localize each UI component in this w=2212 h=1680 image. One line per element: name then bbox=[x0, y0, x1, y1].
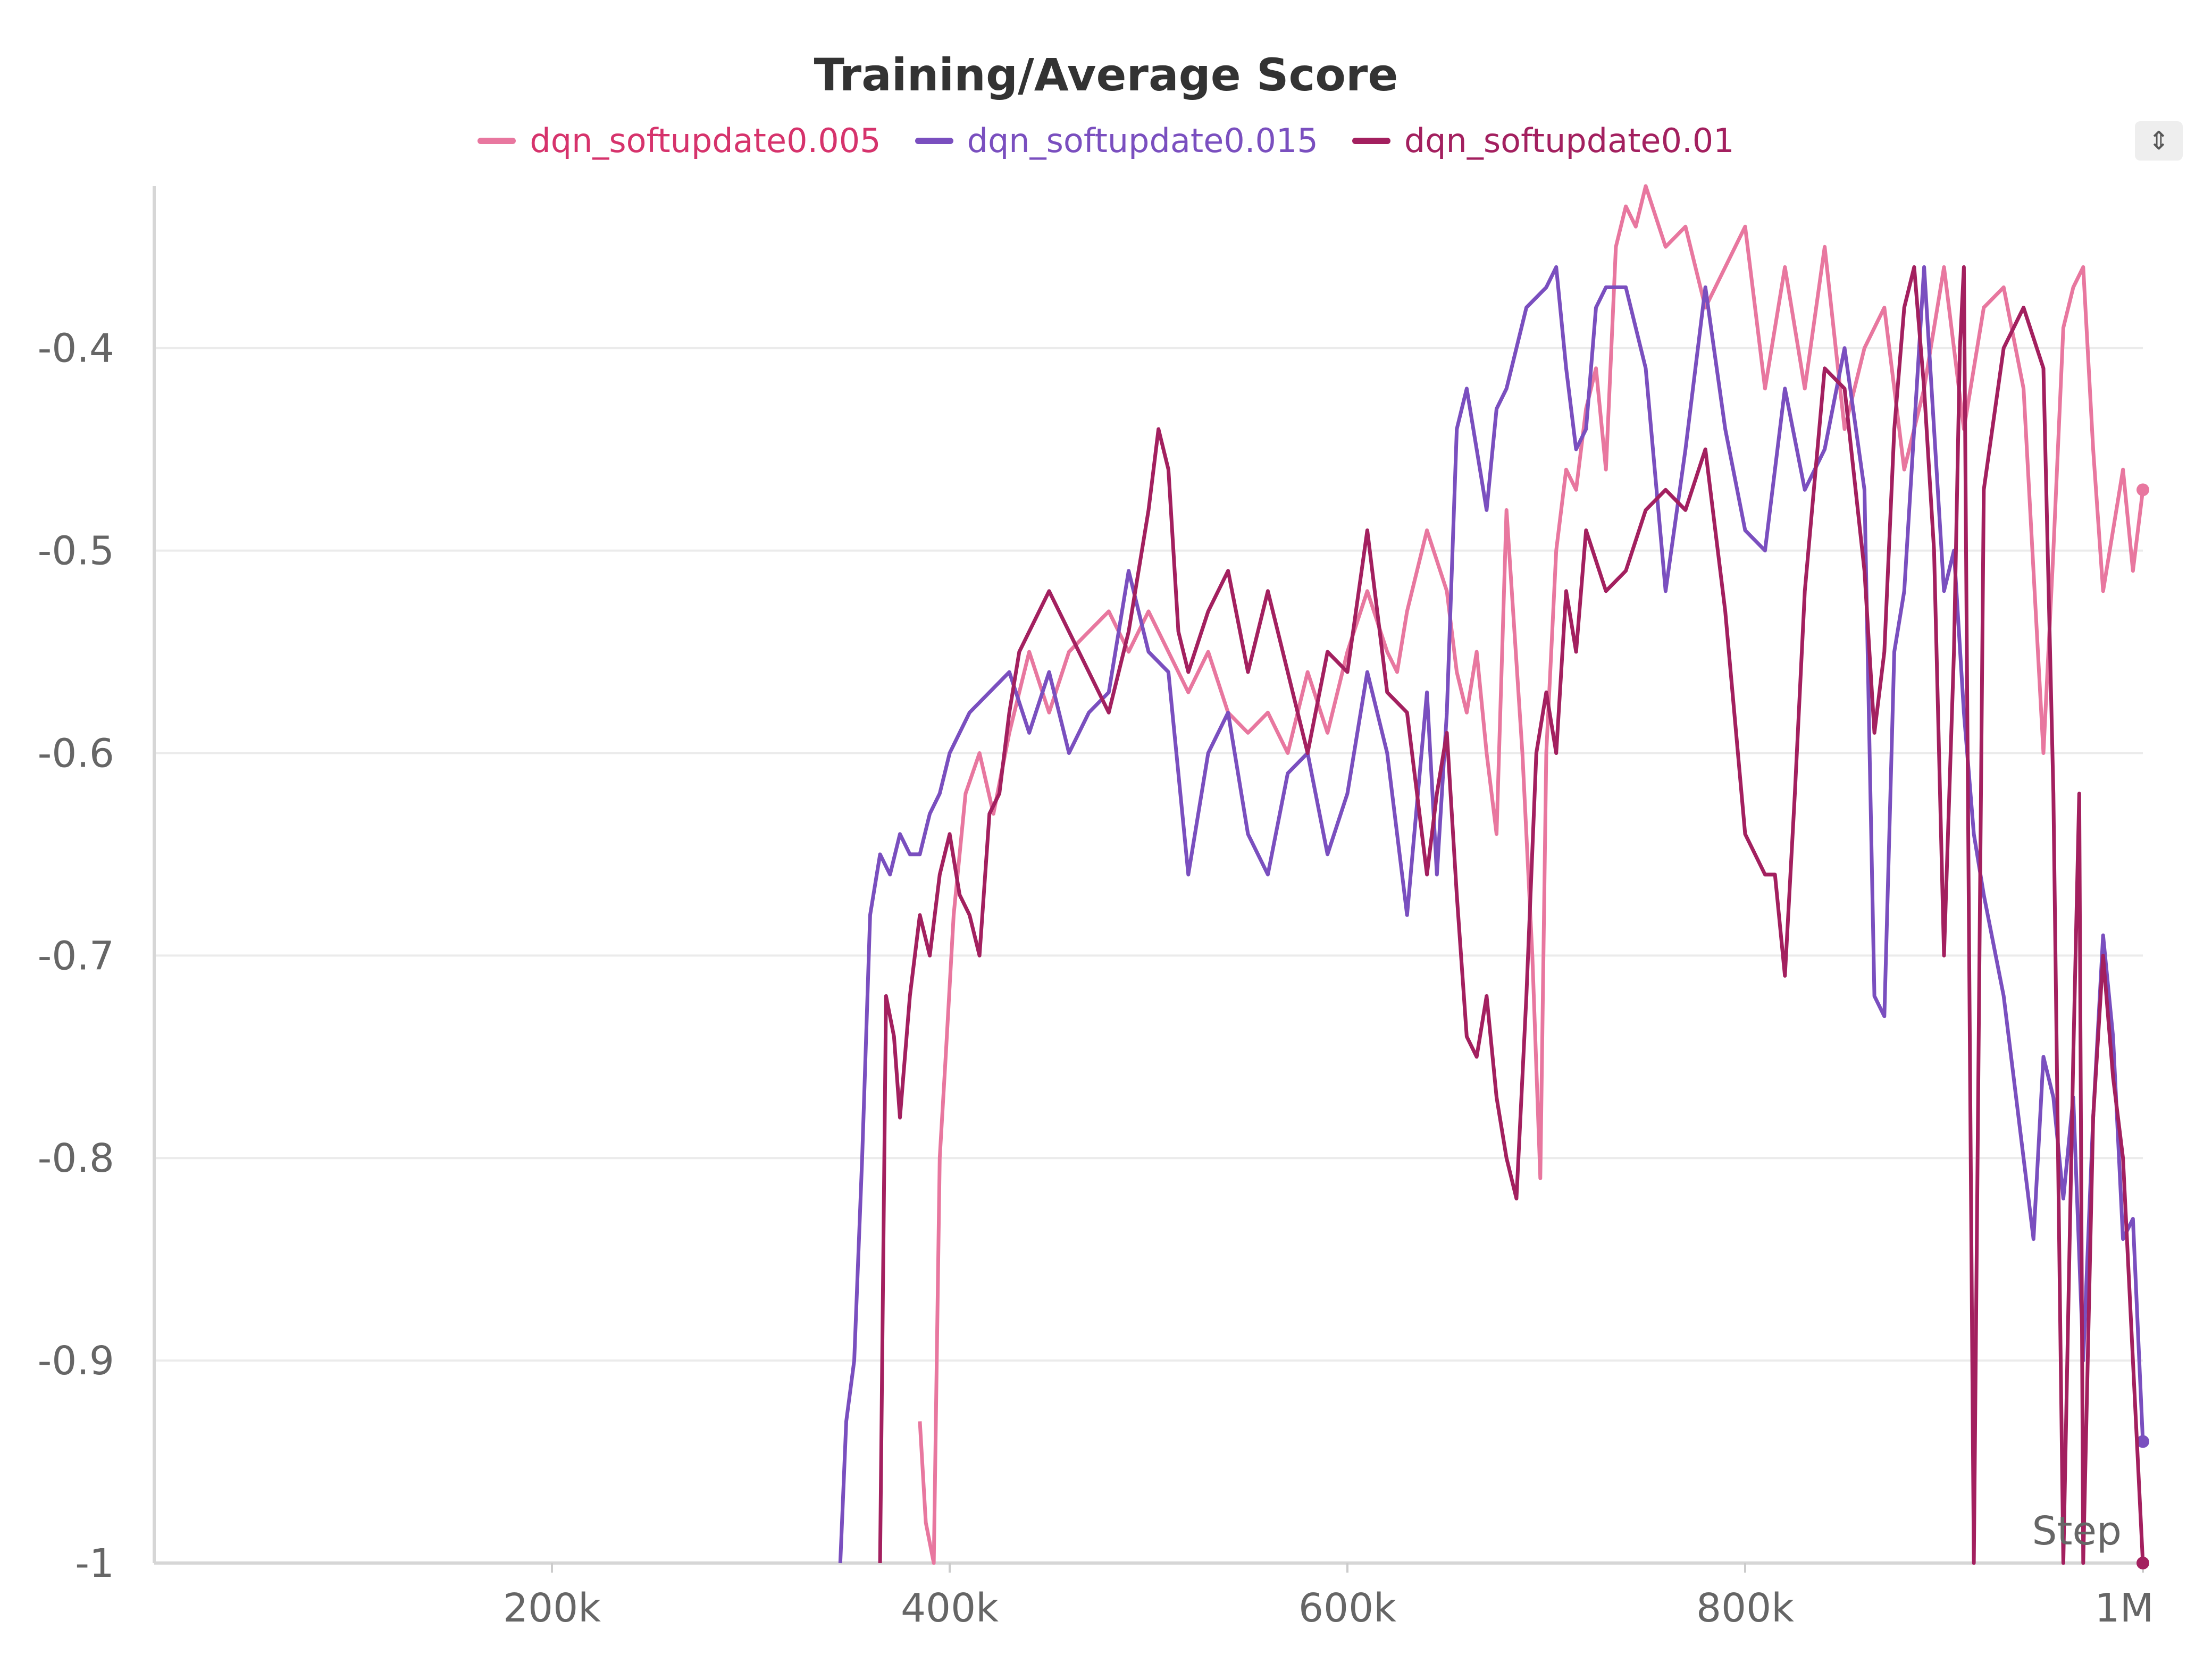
legend-swatch-0 bbox=[477, 137, 516, 144]
legend: dqn_softupdate0.005 dqn_softupdate0.015 … bbox=[0, 121, 2212, 160]
series-layer bbox=[838, 184, 2149, 1569]
series-line-0[interactable] bbox=[918, 184, 2145, 1565]
y-tick-label: -0.7 bbox=[38, 933, 114, 979]
x-axis-label: Step bbox=[2032, 1508, 2122, 1554]
legend-label-1: dqn_softupdate0.015 bbox=[967, 121, 1318, 160]
series-end-point-2 bbox=[2136, 1557, 2149, 1569]
legend-item-0[interactable]: dqn_softupdate0.005 bbox=[477, 121, 881, 160]
axis-layer: -1 -0.9 -0.8 -0.7 -0.6 -0.5 -0.4 200k 400k 600k 80… bbox=[38, 186, 2154, 1631]
x-tick-label: 1M bbox=[2095, 1585, 2154, 1631]
legend-label-2: dqn_softupdate0.01 bbox=[1404, 121, 1735, 160]
legend-item-2[interactable]: dqn_softupdate0.01 bbox=[1352, 121, 1735, 160]
y-tick-label: -0.6 bbox=[38, 730, 114, 776]
legend-label-0: dqn_softupdate0.005 bbox=[530, 121, 881, 160]
series-line-1[interactable] bbox=[838, 265, 2145, 1564]
series-line-2[interactable] bbox=[878, 265, 2145, 1565]
legend-item-1[interactable]: dqn_softupdate0.015 bbox=[915, 121, 1318, 160]
y-tick-label: -1 bbox=[75, 1541, 114, 1586]
y-tick-label: -0.4 bbox=[38, 326, 114, 372]
y-tick-label: -0.9 bbox=[38, 1338, 114, 1384]
y-tick-label: -0.5 bbox=[38, 528, 114, 574]
legend-swatch-1 bbox=[915, 137, 953, 144]
x-tick-label: 200k bbox=[503, 1585, 601, 1631]
grid-layer bbox=[154, 347, 2143, 1565]
y-tick-label: -0.8 bbox=[38, 1136, 114, 1181]
series-end-point-0 bbox=[2136, 483, 2149, 497]
series-end-point-1 bbox=[2136, 1435, 2149, 1448]
x-tick-label: 400k bbox=[901, 1585, 999, 1631]
sort-arrows-icon[interactable]: ⇕ bbox=[2135, 121, 2183, 161]
x-tick-label: 600k bbox=[1298, 1585, 1396, 1631]
legend-swatch-2 bbox=[1352, 137, 1390, 144]
chart-title: Training/Average Score bbox=[814, 49, 1398, 101]
x-tick-label: 800k bbox=[1696, 1585, 1794, 1631]
